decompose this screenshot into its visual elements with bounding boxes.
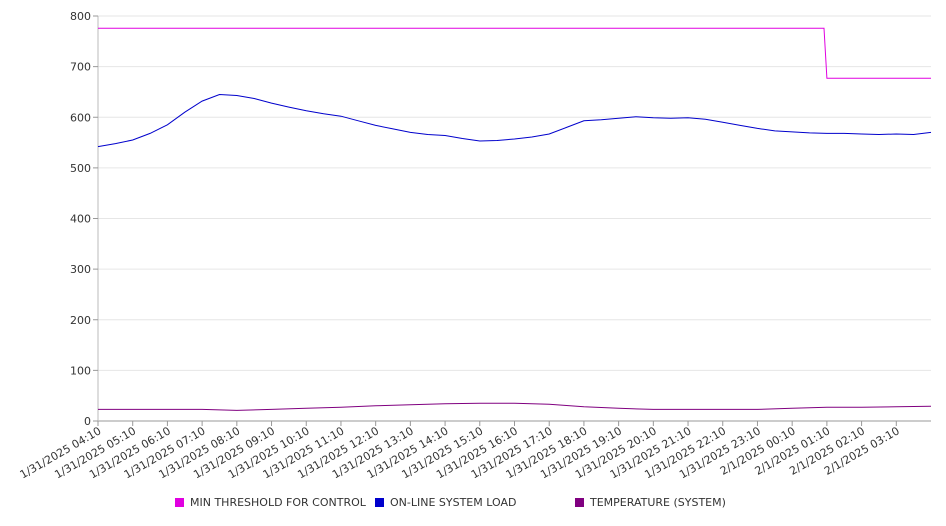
legend-swatch xyxy=(175,498,184,507)
legend-item-min-threshold: MIN THRESHOLD FOR CONTROL xyxy=(175,496,366,509)
y-tick-label: 700 xyxy=(70,61,91,74)
y-tick-label: 600 xyxy=(70,111,91,124)
legend-label: TEMPERATURE (SYSTEM) xyxy=(590,496,726,509)
legend-item-temperature: TEMPERATURE (SYSTEM) xyxy=(575,496,726,509)
y-tick-label: 100 xyxy=(70,364,91,377)
y-tick-label: 300 xyxy=(70,263,91,276)
series-line-temperature xyxy=(98,402,932,411)
y-tick-label: 400 xyxy=(70,213,91,226)
legend-swatch xyxy=(575,498,584,507)
y-axis: 0 100 200 300 400 500 600 700 800 xyxy=(70,10,98,428)
series-line-system-load xyxy=(97,93,932,148)
y-tick-label: 200 xyxy=(70,314,91,327)
x-axis: 1/31/2025 04:101/31/2025 05:101/31/2025 … xyxy=(18,421,902,481)
legend-item-system-load: ON-LINE SYSTEM LOAD xyxy=(375,496,516,509)
legend: MIN THRESHOLD FOR CONTROL ON-LINE SYSTEM… xyxy=(0,496,946,516)
series-layer xyxy=(97,27,932,411)
grid xyxy=(97,15,931,422)
legend-swatch xyxy=(375,498,384,507)
legend-label: MIN THRESHOLD FOR CONTROL xyxy=(190,496,366,509)
series-line-min-threshold xyxy=(98,27,931,79)
y-tick-label: 0 xyxy=(84,415,91,428)
y-tick-label: 800 xyxy=(70,10,91,23)
legend-label: ON-LINE SYSTEM LOAD xyxy=(390,496,517,509)
y-tick-label: 500 xyxy=(70,162,91,175)
